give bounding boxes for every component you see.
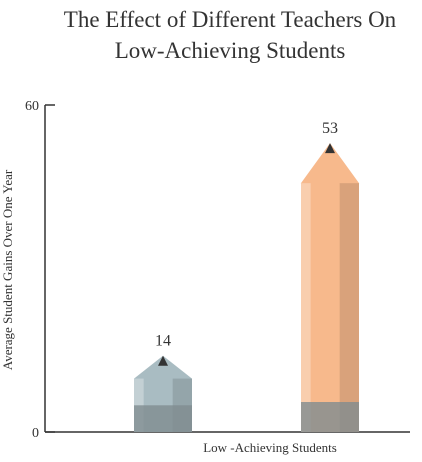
y-axis-label: Average Student Gains Over One Year: [0, 169, 15, 370]
pencil-light: [134, 378, 144, 432]
pencil-lead: [325, 143, 335, 154]
value-label: 53: [322, 120, 338, 137]
pencil-ferrule: [301, 402, 359, 432]
pencil-light: [301, 183, 311, 432]
x-axis-label: Low -Achieving Students: [203, 440, 337, 455]
value-label: 14: [155, 333, 171, 350]
y-tick-label: 60: [25, 99, 39, 114]
pencil-lead: [158, 355, 168, 366]
y-tick-label: 0: [32, 426, 39, 441]
pencil-bar: [301, 143, 359, 432]
chart-title: The Effect of Different Teachers On Low-…: [63, 7, 397, 63]
pencil-ferrule: [134, 405, 192, 432]
pencil-shade: [339, 183, 359, 432]
